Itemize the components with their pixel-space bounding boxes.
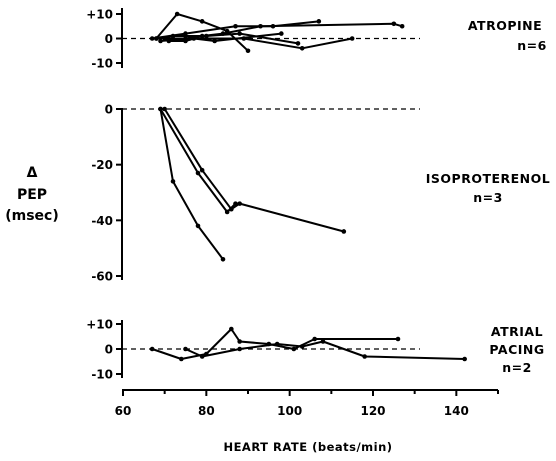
panel-3-series-1-point <box>179 356 184 362</box>
x-tick-label: 140 <box>444 404 469 418</box>
panel-2-series-3-point <box>229 206 234 212</box>
isoproterenol-label: ISOPROTERENOL <box>426 171 550 186</box>
panel-1-series-5-point <box>258 23 263 29</box>
panel-1-y-tick-label: 0 <box>105 32 113 46</box>
x-tick-label: 100 <box>277 404 302 418</box>
panel-1-series-6-point <box>166 38 172 44</box>
x-tick-label: 80 <box>198 404 215 418</box>
plot-area: +10 0 -10 0 -20 -40 -60 +10 0 -10 60 80 100 120 140 <box>86 8 499 418</box>
panel-3-series-2-point <box>237 346 242 352</box>
panel-3-series-1-point <box>395 336 401 342</box>
panel-1-series-6-point <box>212 38 217 44</box>
x-tick-label: 120 <box>360 404 385 418</box>
panel-1-series-2-point <box>183 31 188 36</box>
panel-1-series-5-point <box>199 33 205 39</box>
panel-2-series-2-point <box>158 106 163 112</box>
panel-1-series-1-point <box>199 19 205 24</box>
panel-1-series-3-point <box>237 31 242 36</box>
panel-2-series-1-line <box>159 108 224 261</box>
panel-3-series-2-point <box>462 356 467 362</box>
atropine-label: ATROPINE <box>468 18 542 33</box>
panel-3-series-1-point <box>237 339 242 344</box>
panel-2-series-1-point <box>170 179 176 184</box>
x-tick-label: 60 <box>115 404 132 418</box>
y-axis-label-line-1: Δ <box>27 165 38 181</box>
panel-1-y-tick-label: +10 <box>86 8 113 22</box>
panel-2-series-3-point <box>341 229 347 234</box>
y-axis-label-line-3: (msec) <box>5 208 59 224</box>
panel-1-series-5-point <box>220 31 226 36</box>
panel-2-series-1-point <box>220 257 226 262</box>
panel-3-series-2-point <box>299 344 305 349</box>
panel-2-series-3-point <box>237 201 242 206</box>
panel-1-series-6-point <box>279 31 284 36</box>
panel-3-series-1-point <box>149 346 155 352</box>
panel-3-series-2-point <box>183 346 188 352</box>
panel-1-series-3-point <box>170 33 176 39</box>
panel-1-series-1-point <box>174 11 180 17</box>
panel-3-y-tick-label: +10 <box>86 318 113 332</box>
panel-3-series-1-point <box>229 326 234 332</box>
panel-3-series-2-point <box>199 354 205 359</box>
panel-2-series-2-point <box>195 170 201 176</box>
panel-2-y-tick-label: -40 <box>91 214 113 228</box>
panel-1-series-6-point <box>191 36 197 41</box>
panel-1-series-2-point <box>233 23 238 29</box>
panel-1-y-tick-label: -10 <box>91 57 113 71</box>
panel-3-series-1-point <box>291 346 297 352</box>
panel-1-series-2-point <box>149 36 155 41</box>
panel-3-y-tick-label: 0 <box>105 343 113 357</box>
panel-1-series-3-point <box>295 41 301 46</box>
panel-1-series-6-point <box>183 38 188 44</box>
panel-1-series-5-point <box>162 36 167 41</box>
panel-2-series-3-point <box>162 106 167 112</box>
panel-1-series-3-point <box>154 36 159 41</box>
pacing-label: PACING <box>489 342 544 357</box>
panel-2-y-tick-label: 0 <box>105 103 113 117</box>
panel-2-series-1-point <box>195 223 201 229</box>
panel-2-y-tick-label: -60 <box>91 270 113 284</box>
panel-2-series-2-line <box>159 108 237 213</box>
panel-1-series-4-point <box>349 36 355 41</box>
atrial-label: ATRIAL <box>491 324 543 339</box>
panel-3-y-tick-label: -10 <box>91 368 113 382</box>
panel-1-series-5-point <box>391 21 397 27</box>
panel-2-series-3-point <box>199 167 205 173</box>
panel-1-series-4-point <box>158 38 163 44</box>
atrial-pacing-n-label: n=2 <box>502 360 532 375</box>
panel-1-series-4-point <box>299 46 305 51</box>
panel-3-series-2-point <box>362 354 367 359</box>
panel-1-series-5-point <box>399 23 405 29</box>
panel-1-series-1-point <box>245 48 251 54</box>
panel-2-series-2-point <box>224 209 230 215</box>
panel-3-series-2-point <box>274 341 280 347</box>
x-axis-label: HEART RATE (beats/min) <box>223 440 392 454</box>
panel-1-series-2-point <box>316 19 322 24</box>
panel-3-series-1-point <box>312 336 317 342</box>
y-axis-label-line-2: PEP <box>17 187 47 203</box>
isoproterenol-n-label: n=3 <box>473 190 503 205</box>
panel-3-series-2-point <box>320 339 326 344</box>
panel-3-series-2-line <box>184 340 466 360</box>
panel-2-y-tick-label: -20 <box>91 158 113 172</box>
atropine-n-label: n=6 <box>517 38 547 53</box>
